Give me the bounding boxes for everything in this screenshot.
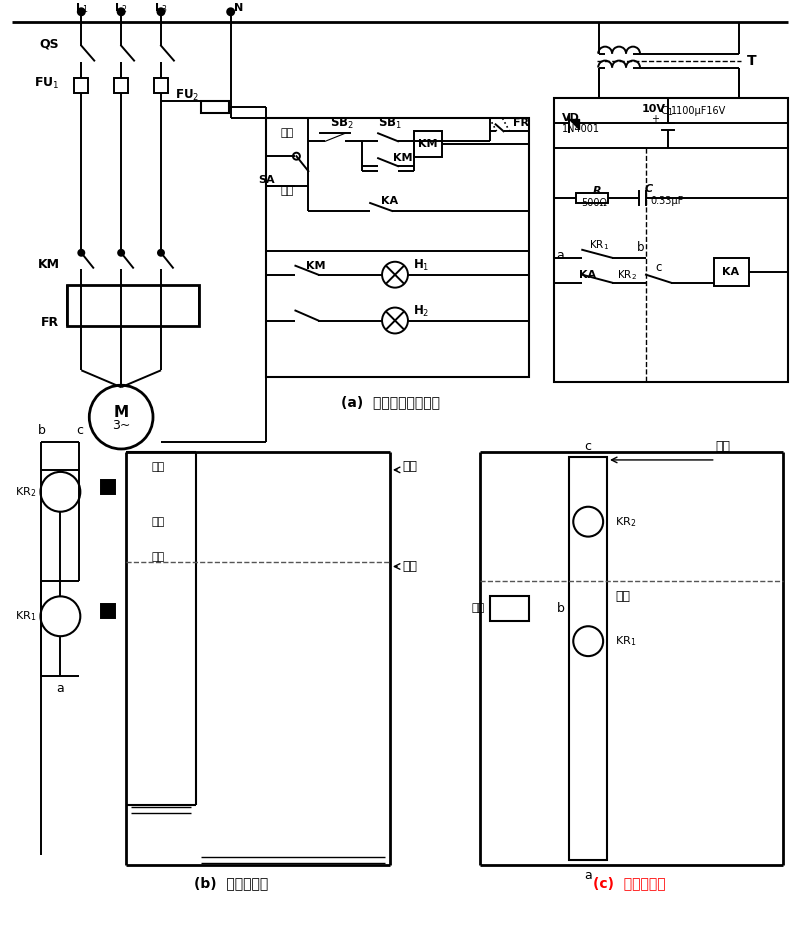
Text: KA: KA <box>722 267 739 277</box>
Circle shape <box>157 8 164 15</box>
Circle shape <box>158 250 164 256</box>
Text: KR$_1$: KR$_1$ <box>589 238 609 252</box>
Text: 0.33μF: 0.33μF <box>650 196 684 206</box>
Text: b: b <box>37 423 45 436</box>
Text: 浮标: 浮标 <box>151 517 164 527</box>
Bar <box>569 457 607 860</box>
Text: 液体: 液体 <box>402 560 417 573</box>
Circle shape <box>40 472 80 512</box>
Circle shape <box>78 8 85 15</box>
Text: KR$_2$: KR$_2$ <box>617 268 637 282</box>
Bar <box>101 605 115 619</box>
Text: C$_1$: C$_1$ <box>660 105 674 119</box>
Text: SB$_2$: SB$_2$ <box>330 116 354 131</box>
Circle shape <box>227 8 234 15</box>
Text: +: + <box>651 114 659 124</box>
Text: 1100μF16V: 1100μF16V <box>671 106 727 117</box>
Text: 500Ω: 500Ω <box>581 198 607 208</box>
Text: a: a <box>584 869 592 882</box>
Text: L$_3$: L$_3$ <box>154 1 168 15</box>
Text: 磁头: 磁头 <box>151 462 164 472</box>
Text: 自动: 自动 <box>280 186 294 196</box>
Text: FR: FR <box>512 119 529 129</box>
Text: QS: QS <box>40 37 60 50</box>
Text: H$_2$: H$_2$ <box>413 304 430 319</box>
Text: b: b <box>638 242 645 255</box>
Circle shape <box>40 596 80 636</box>
Text: L$_2$: L$_2$ <box>114 1 128 15</box>
Text: SA: SA <box>258 175 275 185</box>
Text: c: c <box>584 441 592 454</box>
Bar <box>67 284 198 327</box>
Text: 导管: 导管 <box>715 441 730 454</box>
Circle shape <box>382 262 408 288</box>
Bar <box>114 78 128 94</box>
Bar <box>101 480 115 494</box>
Text: H$_1$: H$_1$ <box>413 258 430 273</box>
Text: KM: KM <box>37 258 60 271</box>
Text: KR$_1$: KR$_1$ <box>15 609 37 623</box>
Text: KR$_2$: KR$_2$ <box>615 515 636 529</box>
Circle shape <box>118 250 124 256</box>
Bar <box>154 78 168 94</box>
Text: KR$_2$: KR$_2$ <box>15 485 37 499</box>
Text: FR: FR <box>41 316 60 329</box>
Text: 导管: 导管 <box>151 552 164 561</box>
Text: FU$_2$: FU$_2$ <box>175 88 198 103</box>
Circle shape <box>573 626 603 657</box>
Text: KR$_1$: KR$_1$ <box>615 634 637 648</box>
Text: 3~: 3~ <box>112 419 130 432</box>
Text: N: N <box>233 3 243 13</box>
Text: L$_1$: L$_1$ <box>75 1 88 15</box>
Text: KA: KA <box>381 196 399 206</box>
Text: (a)  主电路及控制电路: (a) 主电路及控制电路 <box>341 395 440 409</box>
Text: a: a <box>56 682 64 695</box>
Bar <box>554 98 788 382</box>
Text: 浮标: 浮标 <box>472 604 484 613</box>
Bar <box>201 102 229 113</box>
Circle shape <box>293 153 300 159</box>
Text: KM: KM <box>418 139 437 149</box>
Circle shape <box>573 507 603 536</box>
Text: (b)  安装图之一: (b) 安装图之一 <box>194 876 268 890</box>
Text: b: b <box>557 602 565 615</box>
Bar <box>265 119 530 377</box>
Text: FU$_1$: FU$_1$ <box>34 76 60 91</box>
Text: 手动: 手动 <box>280 129 294 138</box>
Text: 容器: 容器 <box>402 460 417 473</box>
Bar <box>576 193 608 203</box>
Text: VD: VD <box>562 113 580 123</box>
Text: 10V: 10V <box>642 105 666 115</box>
Text: KM: KM <box>306 261 325 270</box>
Bar <box>414 131 441 157</box>
Circle shape <box>118 8 125 15</box>
Text: C: C <box>645 184 653 194</box>
Bar <box>714 257 749 285</box>
Text: SB$_1$: SB$_1$ <box>378 116 402 131</box>
Text: T: T <box>746 54 756 68</box>
Polygon shape <box>569 119 580 130</box>
Circle shape <box>382 307 408 333</box>
Text: 1N4001: 1N4001 <box>562 124 600 134</box>
Circle shape <box>89 385 153 449</box>
Circle shape <box>79 250 84 256</box>
Text: 磁环: 磁环 <box>615 590 630 603</box>
Text: R: R <box>593 186 602 196</box>
Text: KM: KM <box>393 153 413 163</box>
Text: M: M <box>114 405 129 419</box>
Bar <box>75 78 88 94</box>
Bar <box>490 596 530 621</box>
Text: (c)  安装图之二: (c) 安装图之二 <box>593 876 665 890</box>
Text: KA: KA <box>579 269 596 280</box>
Text: c: c <box>656 261 662 274</box>
Text: c: c <box>75 423 83 436</box>
Text: a: a <box>557 249 564 262</box>
